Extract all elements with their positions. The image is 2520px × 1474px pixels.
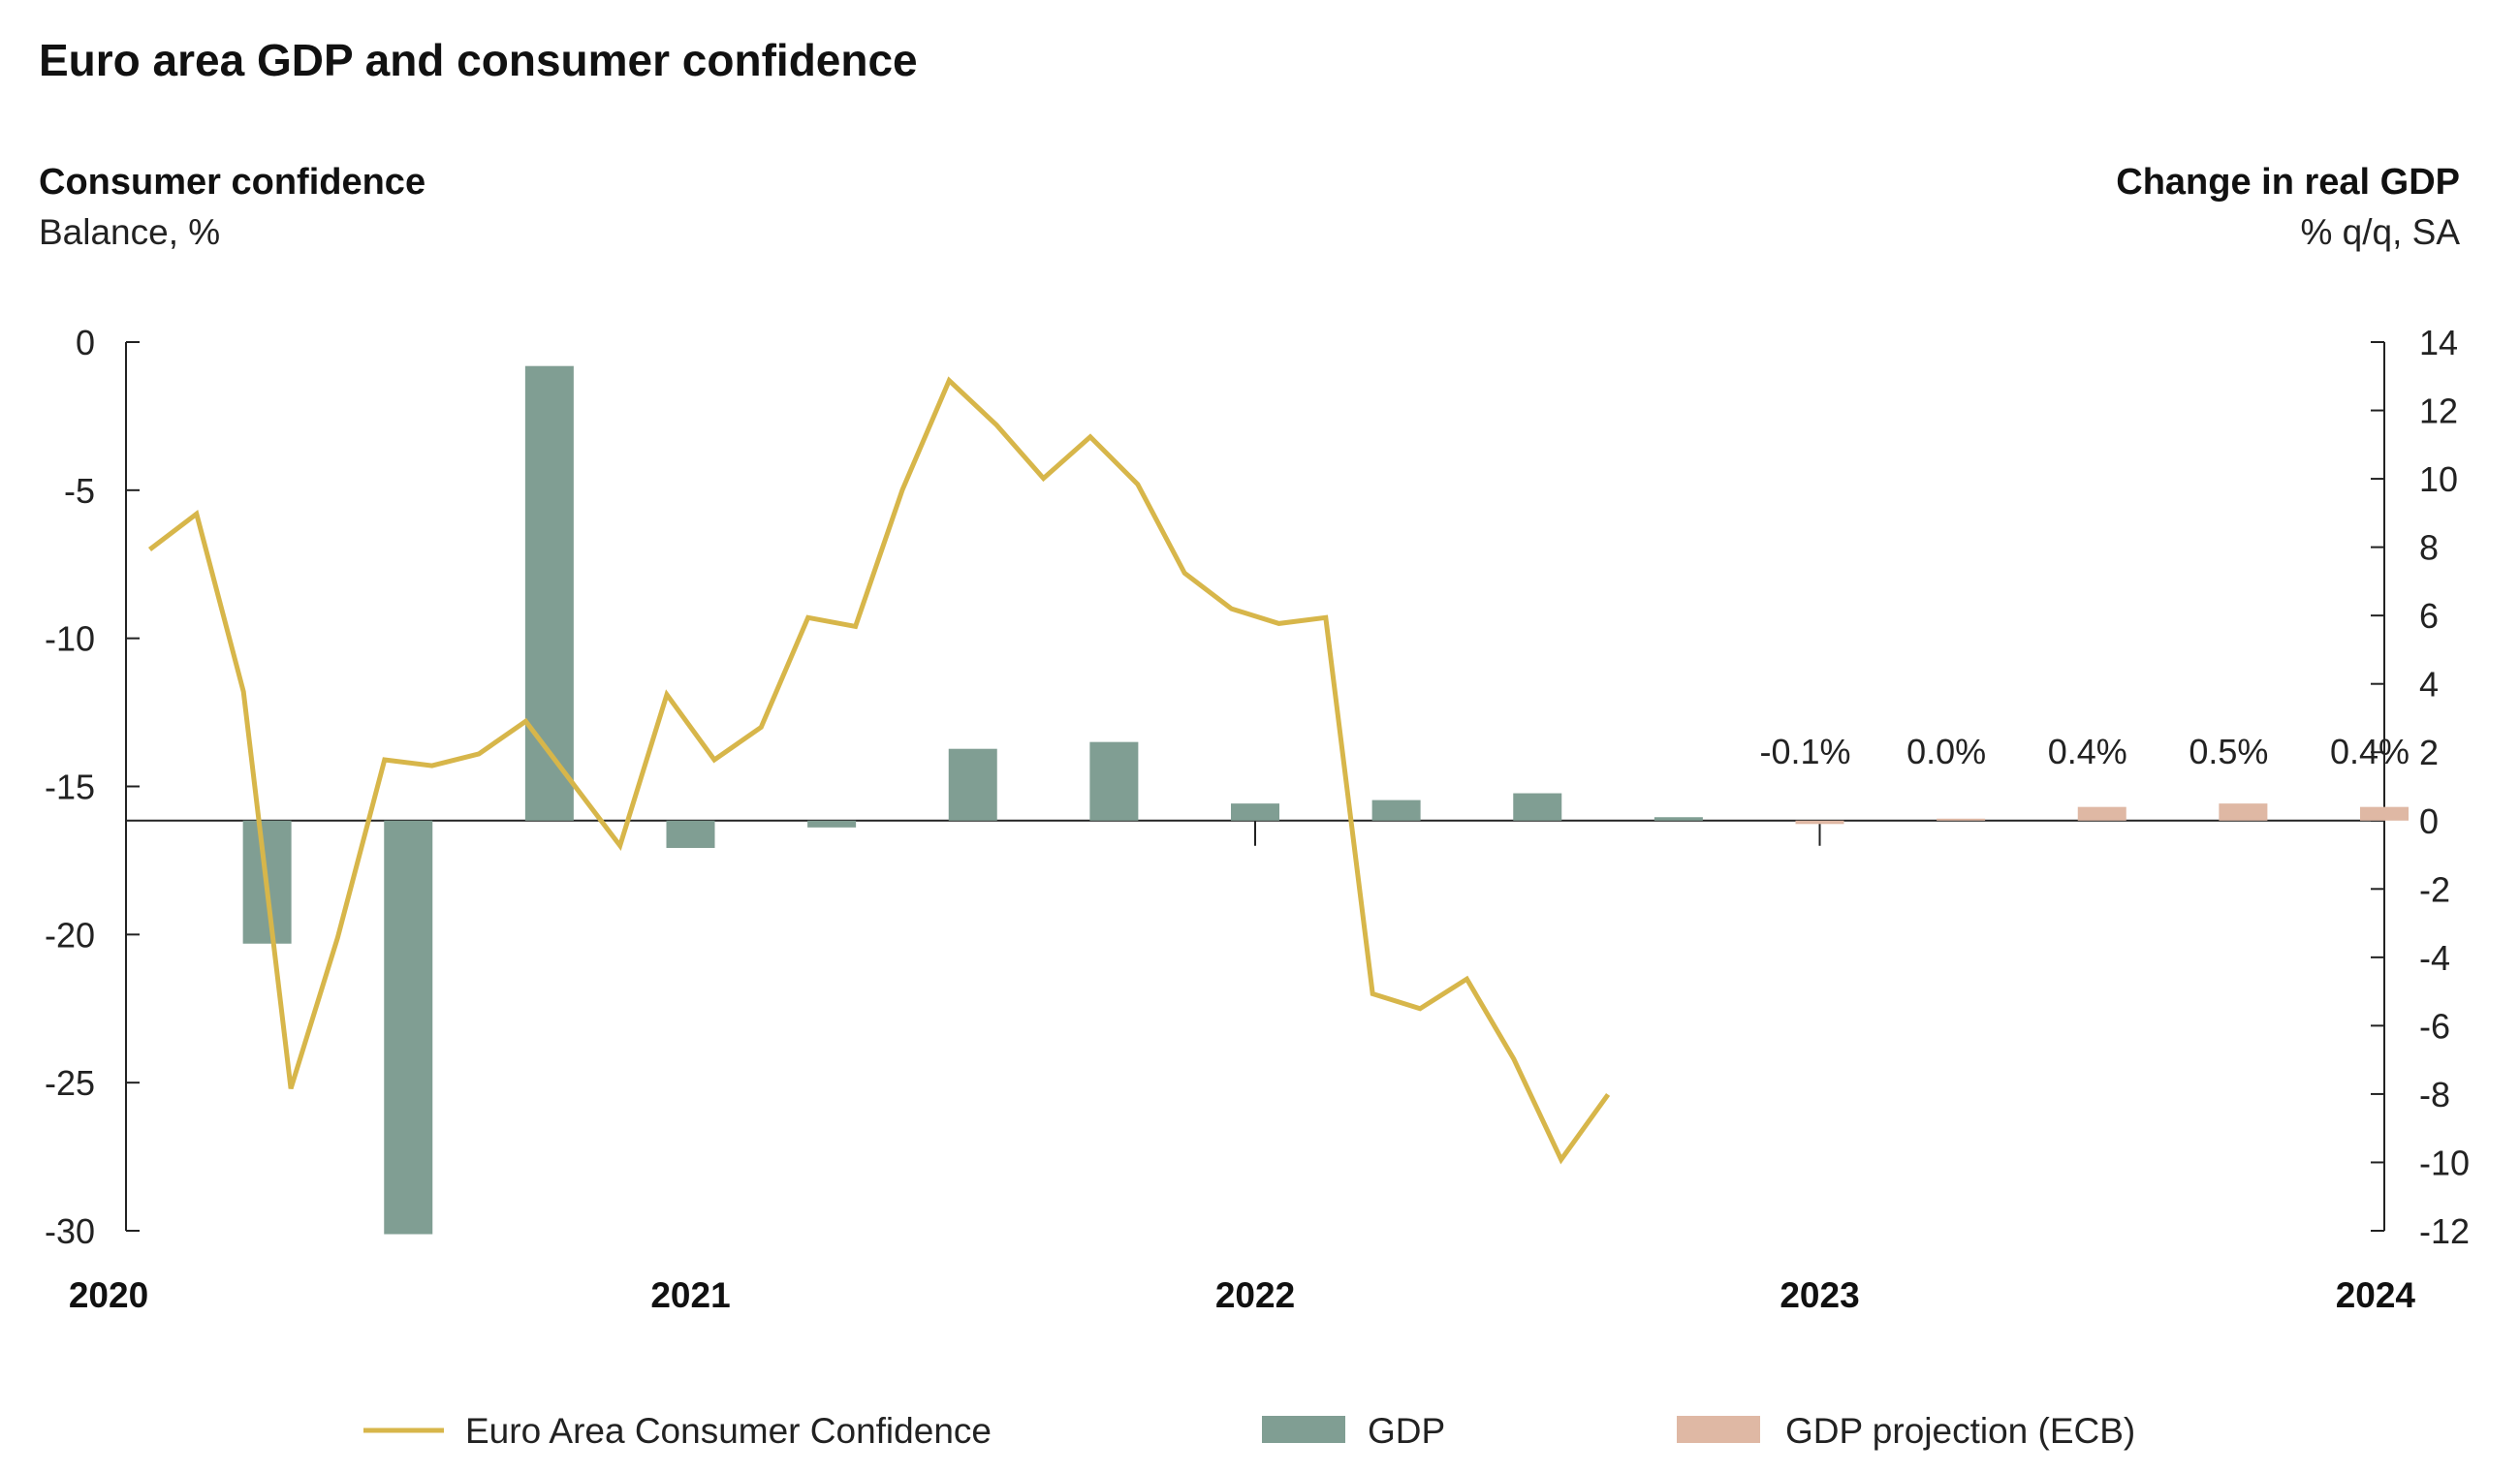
consumer-confidence-line: [147, 376, 1611, 1165]
right-tick-label: 8: [2419, 528, 2439, 568]
left-tick-label: 0: [76, 323, 95, 362]
gdp-bar: [1089, 741, 1139, 821]
legend-label-confidence: Euro Area Consumer Confidence: [465, 1411, 992, 1451]
gdp-bar: [384, 820, 433, 1235]
chart-title: Euro area GDP and consumer confidence: [39, 35, 918, 85]
projection-value-label: 0.0%: [1906, 732, 1986, 771]
bars: [242, 365, 2409, 1235]
gdp-projection-bar: [2077, 806, 2126, 821]
gdp-projection-bar: [1795, 820, 1844, 825]
left-tick-label: -10: [45, 619, 95, 659]
legend-label-projection: GDP projection (ECB): [1785, 1411, 2135, 1451]
right-tick-label: -12: [2419, 1211, 2470, 1251]
legend-gdp-swatch: [1262, 1416, 1345, 1443]
year-label: 2020: [69, 1275, 148, 1315]
projection-labels: -0.1% 0.0% 0.4% 0.5% 0.4%: [1759, 732, 2410, 771]
year-label: 2022: [1215, 1275, 1295, 1315]
legend-projection-swatch: [1677, 1416, 1760, 1443]
gdp-bar: [1371, 800, 1421, 821]
axes: 0 -5 -10 -15 -20 -25 -30 14 12 10 8 6 4 2 0 -2 -4 -6 -8 -10…: [45, 323, 2470, 1315]
gdp-bar: [524, 365, 574, 821]
right-tick-label: 12: [2419, 392, 2458, 431]
legend: Euro Area Consumer Confidence GDP GDP pr…: [363, 1411, 2135, 1451]
right-tick-label: -10: [2419, 1143, 2470, 1182]
right-tick-label: -6: [2419, 1006, 2450, 1046]
legend-label-gdp: GDP: [1368, 1411, 1445, 1451]
left-tick-label: -15: [45, 768, 95, 807]
gdp-bar: [666, 820, 715, 848]
left-tick-label: -5: [64, 471, 95, 511]
gdp-bar: [948, 748, 997, 821]
gdp-bar: [807, 820, 857, 828]
gdp-projection-bar: [2360, 806, 2409, 821]
right-tick-label: 14: [2419, 323, 2458, 362]
left-tick-label: -25: [45, 1063, 95, 1103]
right-tick-label: -4: [2419, 938, 2450, 978]
left-tick-label: -30: [45, 1211, 95, 1251]
gdp-bar: [1231, 803, 1279, 821]
right-axis-subtitle: % q/q, SA: [2300, 212, 2460, 252]
confidence-line-layer: [147, 376, 1611, 1165]
gdp-bar: [1513, 793, 1562, 821]
right-axis-title: Change in real GDP: [2116, 162, 2460, 203]
right-tick-label: 6: [2419, 596, 2439, 636]
gdp-projection-bar: [1937, 818, 1986, 821]
right-tick-label: 4: [2419, 665, 2439, 705]
left-tick-label: -20: [45, 915, 95, 955]
right-tick-label: 0: [2419, 801, 2439, 841]
year-label: 2021: [650, 1275, 730, 1315]
projection-value-label: 0.5%: [2189, 732, 2268, 771]
projection-value-label: -0.1%: [1759, 732, 1850, 771]
left-axis-title: Consumer confidence: [39, 162, 425, 203]
gdp-bar: [1654, 817, 1703, 821]
year-label: 2024: [2336, 1275, 2416, 1315]
right-tick-label: -2: [2419, 869, 2450, 909]
right-tick-label: 2: [2419, 733, 2439, 772]
projection-value-label: 0.4%: [2048, 732, 2127, 771]
gdp-projection-bar: [2219, 803, 2268, 821]
left-axis-subtitle: Balance, %: [39, 212, 220, 252]
right-tick-label: -8: [2419, 1075, 2450, 1114]
projection-value-label: 0.4%: [2330, 732, 2410, 771]
year-label: 2023: [1780, 1275, 1859, 1315]
right-tick-label: 10: [2419, 459, 2458, 499]
